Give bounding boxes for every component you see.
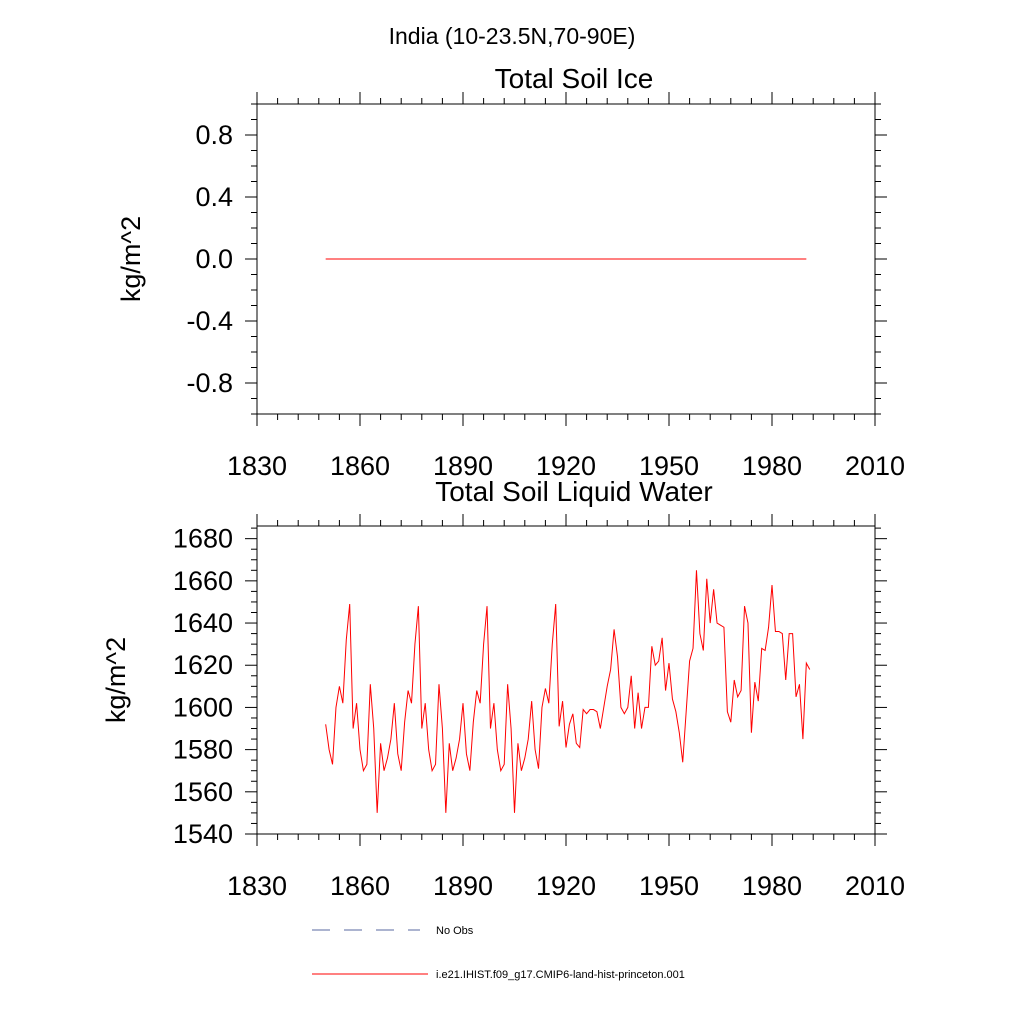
legend-label-no-obs: No Obs bbox=[436, 925, 474, 937]
y-tick-label: 0.0 bbox=[195, 244, 233, 274]
y-tick-label: 0.8 bbox=[195, 120, 233, 150]
x-tick-label: 2010 bbox=[845, 871, 905, 901]
x-tick-label: 1980 bbox=[742, 871, 802, 901]
y-axis-label: kg/m^2 bbox=[101, 637, 131, 723]
y-axis-label: kg/m^2 bbox=[116, 216, 146, 302]
figure-title: India (10-23.5N,70-90E) bbox=[389, 23, 636, 49]
y-tick-label: 1580 bbox=[173, 735, 233, 765]
plot-frame bbox=[256, 525, 876, 835]
y-tick-label: 1640 bbox=[173, 608, 233, 638]
chart-total-soil-liquid-water: Total Soil Liquid Water kg/m^2 1830 1860 189… bbox=[101, 476, 905, 901]
legend-label-model: i.e21.IHIST.f09_g17.CMIP6-land-hist-prin… bbox=[436, 969, 685, 981]
x-tick-label: 1920 bbox=[536, 871, 596, 901]
x-tick-label: 1950 bbox=[639, 451, 699, 481]
y-tick-label: 1560 bbox=[173, 777, 233, 807]
x-tick-label: 1950 bbox=[639, 871, 699, 901]
x-tick-label: 1890 bbox=[433, 451, 493, 481]
x-tick-label: 1920 bbox=[536, 451, 596, 481]
x-tick-label: 1830 bbox=[227, 451, 287, 481]
y-tick-label: 1540 bbox=[173, 819, 233, 849]
y-tick-label: 0.4 bbox=[195, 182, 233, 212]
chart-total-soil-ice: Total Soil Ice kg/m^2 1830 1860 1890 1920 1950… bbox=[116, 63, 905, 481]
y-tick-label: 1680 bbox=[173, 524, 233, 554]
y-tick-label: 1600 bbox=[173, 692, 233, 722]
y-tick-label: -0.8 bbox=[186, 368, 233, 398]
chart-title: Total Soil Liquid Water bbox=[435, 476, 713, 507]
chart-title: Total Soil Ice bbox=[495, 63, 654, 94]
x-tick-label: 1860 bbox=[330, 451, 390, 481]
x-tick-label: 1830 bbox=[227, 871, 287, 901]
x-tick-label: 2010 bbox=[845, 451, 905, 481]
series-line-model bbox=[325, 570, 811, 813]
y-tick-label: 1620 bbox=[173, 650, 233, 680]
x-tick-label: 1890 bbox=[433, 871, 493, 901]
legend: No Obs i.e21.IHIST.f09_g17.CMIP6-land-hi… bbox=[312, 925, 685, 981]
y-tick-label: 1660 bbox=[173, 566, 233, 596]
x-tick-label: 1860 bbox=[330, 871, 390, 901]
y-tick-label: -0.4 bbox=[186, 306, 233, 336]
x-tick-label: 1980 bbox=[742, 451, 802, 481]
